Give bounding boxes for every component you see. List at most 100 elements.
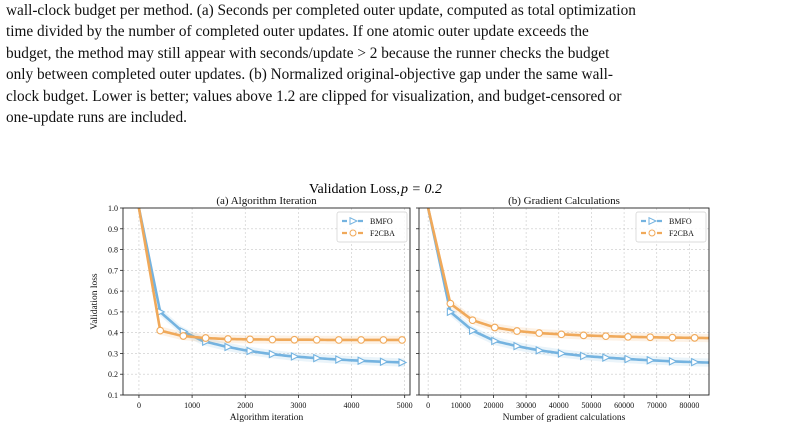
data-point-bmfo	[290, 352, 300, 361]
data-point-f2cba	[646, 333, 655, 342]
data-point-bmfo	[379, 357, 389, 367]
data-point-bmfo	[580, 351, 589, 361]
data-point-f2cba	[379, 336, 388, 344]
data-point-f2cba	[579, 331, 588, 340]
data-point-f2cba	[557, 330, 566, 339]
y-tick-label: 0.8	[108, 246, 118, 255]
data-point-f2cba	[246, 335, 254, 344]
data-point-f2cba	[268, 335, 277, 344]
data-point-bmfo	[491, 336, 500, 346]
data-point-bmfo	[335, 355, 345, 364]
caption-line: only between completed outer updates. (b…	[6, 66, 613, 84]
y-tick-label: 0.2	[108, 370, 118, 379]
y-tick-label: 0.3	[108, 349, 118, 358]
data-point-f2cba	[468, 316, 477, 325]
plot-area	[137, 208, 408, 367]
x-axis-label: Number of gradient calculations	[503, 412, 626, 423]
x-tick-label: 50000	[581, 401, 601, 410]
caption-line: budget, the method may still appear with…	[6, 44, 610, 62]
data-point-bmfo	[557, 349, 567, 358]
panel-b-chart: 0 10000 20000 30000 40000 50000 60000 70000 8000…	[416, 195, 710, 423]
figure-suptitle: Validation Loss,	[309, 182, 400, 197]
legend-label-bmfo: BMFO	[370, 217, 393, 226]
data-point-f2cba	[334, 336, 343, 344]
y-tick-label: 0.7	[108, 266, 118, 275]
figure-caption: wall-clock budget per method. (a) Second…	[6, 0, 804, 128]
x-tick-label: 70000	[647, 401, 667, 410]
panel-title: (a) Algorithm Iteration	[216, 195, 317, 207]
y-tick-label: 0.1	[108, 391, 118, 400]
x-tick-label: 30000	[516, 401, 536, 410]
data-point-f2cba	[156, 326, 165, 335]
data-point-bmfo	[268, 349, 278, 359]
data-point-bmfo	[624, 354, 634, 364]
data-point-bmfo	[469, 326, 478, 335]
data-point-f2cba	[201, 334, 210, 342]
data-point-f2cba	[290, 335, 299, 344]
data-point-bmfo	[246, 346, 256, 356]
x-tick-label: 40000	[549, 401, 569, 410]
panel-title: (b) Gradient Calculations	[508, 195, 620, 207]
data-point-bmfo	[691, 357, 700, 367]
axes-frame	[418, 207, 710, 396]
caption-line: time divided by the number of completed …	[6, 23, 589, 41]
data-point-bmfo	[535, 345, 545, 355]
data-point-f2cba	[513, 327, 521, 335]
plot-area	[426, 208, 709, 367]
data-point-f2cba	[601, 332, 610, 341]
data-point-f2cba	[312, 335, 321, 344]
data-point-f2cba	[490, 323, 499, 332]
caption-line: wall-clock budget per method. (a) Second…	[6, 2, 636, 19]
x-tick-label: 80000	[679, 401, 699, 410]
legend-marker-bmfo	[349, 216, 359, 226]
y-tick-label: 1.0	[108, 204, 118, 213]
data-point-f2cba	[179, 332, 188, 340]
data-point-bmfo	[668, 356, 678, 366]
panel-a-chart: 0 1000 2000 3000 4000 5000 0.1 0.2 0.3 0.4 0.5 0.6 0…	[90, 195, 413, 423]
x-tick-label: 0	[137, 401, 141, 410]
caption-line: one-update runs are included.	[6, 109, 187, 127]
data-point-bmfo	[224, 342, 234, 352]
data-point-bmfo	[513, 341, 523, 351]
legend: BMFO F2CBA	[635, 211, 707, 243]
data-point-bmfo	[357, 356, 367, 366]
caption-line: clock budget. Lower is better; values ab…	[6, 87, 622, 105]
y-axis-label: Validation loss	[90, 273, 100, 330]
data-point-bmfo	[446, 307, 456, 317]
legend-label-f2cba: F2CBA	[669, 229, 694, 238]
data-point-f2cba	[224, 335, 232, 343]
data-point-f2cba	[535, 329, 544, 337]
data-point-f2cba	[398, 336, 406, 344]
x-tick-label: 20000	[483, 401, 503, 410]
y-tick-label: 0.6	[108, 287, 118, 296]
x-tick-label: 3000	[290, 401, 306, 410]
data-point-f2cba	[624, 332, 632, 341]
data-point-f2cba	[446, 299, 455, 308]
legend-label-f2cba: F2CBA	[370, 229, 395, 238]
x-axis-label: Algorithm iteration	[230, 413, 304, 423]
data-point-f2cba	[668, 333, 677, 342]
x-tick-label: 2000	[237, 401, 253, 410]
x-tick-label: 60000	[614, 401, 634, 410]
y-tick-label: 0.9	[108, 225, 118, 234]
data-point-bmfo	[398, 358, 408, 367]
y-tick-label: 0.4	[108, 329, 118, 338]
legend-marker-f2cba	[349, 229, 357, 237]
data-point-f2cba	[690, 334, 699, 342]
axes-frame	[122, 207, 411, 396]
series-band-f2cba	[138, 208, 405, 345]
legend-marker-f2cba	[648, 229, 656, 237]
data-point-bmfo	[313, 353, 322, 363]
data-point-bmfo	[646, 355, 656, 365]
data-point-bmfo	[602, 353, 612, 362]
x-tick-label: 4000	[344, 401, 360, 410]
figure-suptitle-math: p = 0.2	[400, 182, 442, 197]
series-line-bmfo	[426, 208, 709, 364]
legend: BMFO F2CBA	[336, 211, 408, 243]
x-tick-label: 1000	[184, 401, 200, 410]
legend-label-bmfo: BMFO	[669, 217, 692, 226]
y-tick-label: 0.5	[108, 308, 118, 317]
x-tick-label: 5000	[397, 401, 413, 410]
x-tick-label: 10000	[451, 401, 471, 410]
